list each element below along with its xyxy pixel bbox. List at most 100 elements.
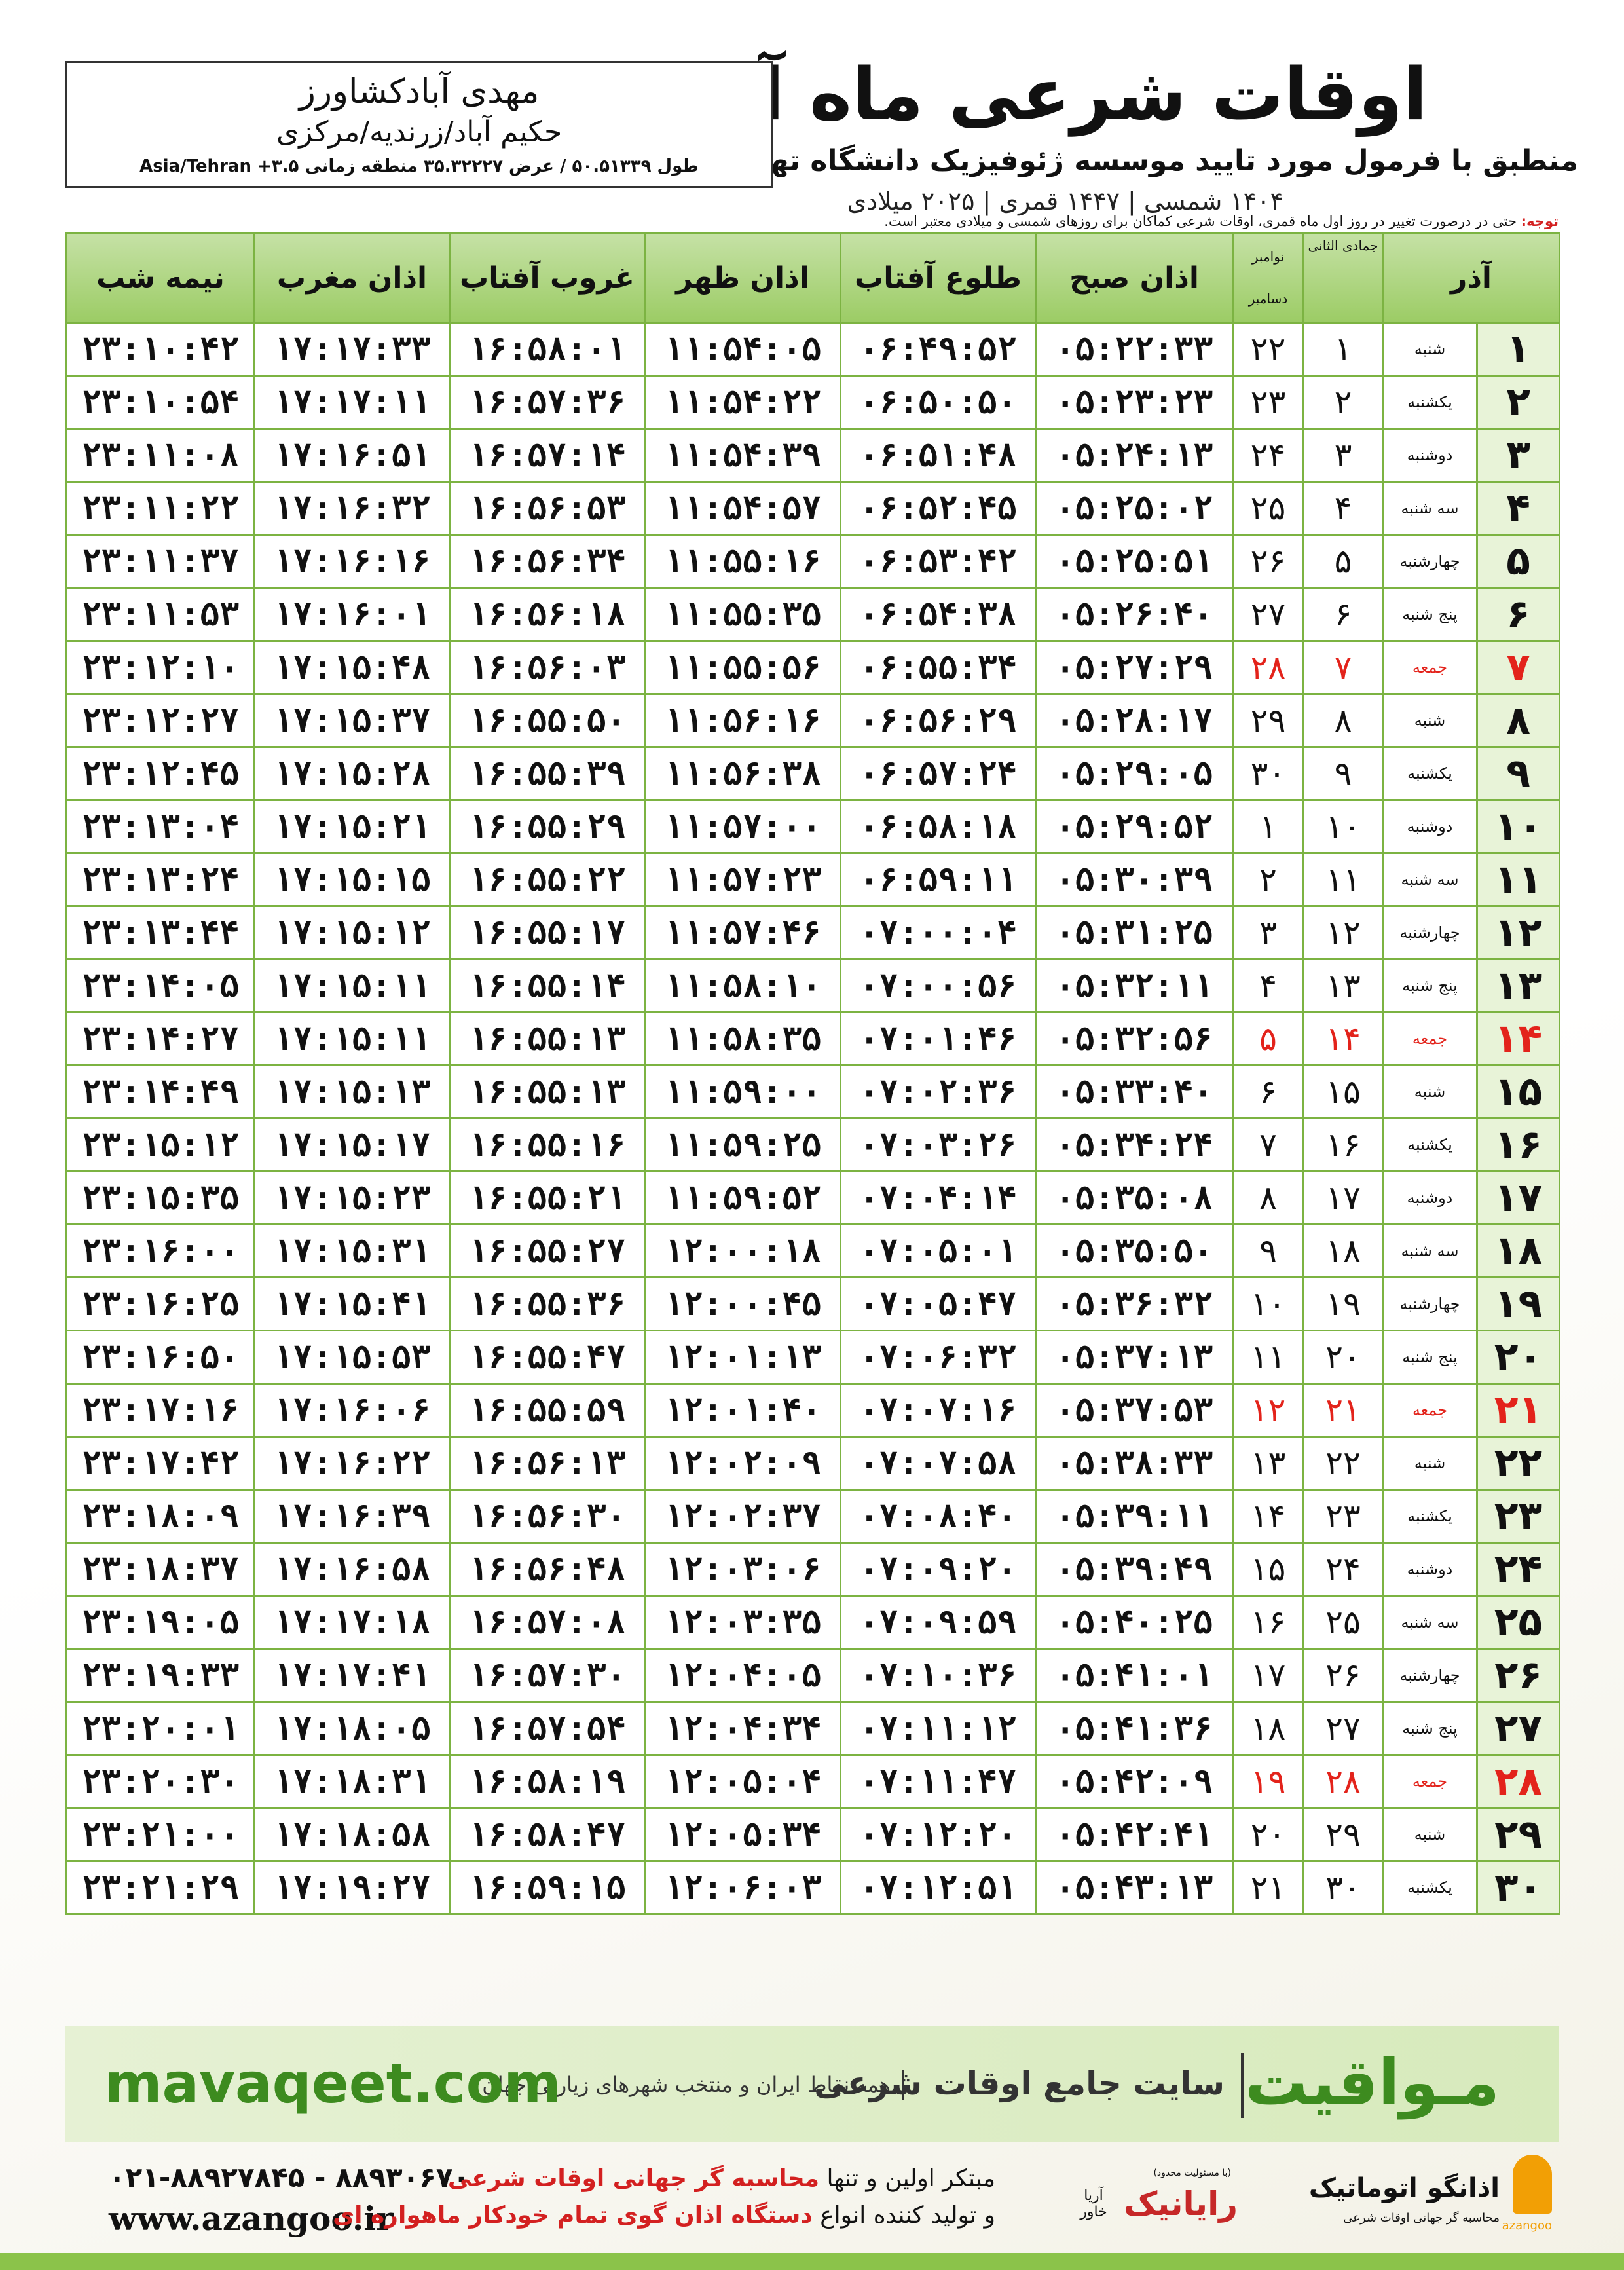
table-cell: ۱۶:۵۵:۳۶ [449, 1276, 646, 1331]
table-cell: پنج شنبه [1382, 1701, 1478, 1756]
table-cell: ۱۷:۱۵:۱۵ [253, 852, 451, 907]
table-cell: ۲۶ [1232, 534, 1304, 589]
table-cell: یکشنبه [1382, 375, 1478, 430]
table-cell: ۲۹ [1302, 1807, 1384, 1862]
table-cell: ۱۳ [1476, 958, 1560, 1013]
table-cell: ۱۷:۱۶:۵۱ [253, 428, 451, 483]
logo-note: (با مسئولیت محدود) [1153, 2168, 1231, 2178]
table-cell: ۱۶:۵۸:۱۹ [449, 1754, 646, 1809]
table-cell: ۱۶:۵۵:۳۹ [449, 746, 646, 801]
table-cell: پنج شنبه [1382, 587, 1478, 642]
table-cell: ۱۵ [1232, 1542, 1304, 1597]
table-cell: ۲۳:۱۲:۲۷ [65, 693, 255, 748]
table-cell: ۶ [1302, 587, 1384, 642]
table-cell: جمعه [1382, 1383, 1478, 1438]
table-cell: ۲۳:۱۱:۲۲ [65, 481, 255, 536]
location-box: مهدی آبادکشاورز حکیم آباد/زرندیه/مرکزی ط… [65, 61, 773, 188]
table-cell: ۱۵ [1302, 1064, 1384, 1119]
table-cell: ۱۲:۰۱:۱۳ [644, 1330, 841, 1385]
table-cell: ۱۱:۵۸:۱۰ [644, 958, 841, 1013]
table-cell: ۲ [1476, 375, 1560, 430]
table-cell: ۰۵:۳۸:۳۳ [1035, 1436, 1234, 1491]
table-cell: ۱۲ [1302, 905, 1384, 960]
table-cell: ۱۲:۰۲:۰۹ [644, 1436, 841, 1491]
table-row: ۱۶ یکشنبه ۱۶ ۷ ۰۵:۳۴:۲۴ ۰۷:۰۳:۲۶ ۱۱:۵۹:۲۵ ۱۶:۵۵… [65, 1117, 1560, 1172]
column-header: طلوع آفتاب [840, 232, 1037, 324]
table-cell: ۱۱:۵۵:۵۶ [644, 640, 841, 695]
table-cell: ۱۲:۰۲:۳۷ [644, 1489, 841, 1544]
banner: مـواقیت سایت جامع اوقات شرعی همه نقاط ای… [65, 2026, 1559, 2142]
table-cell: ۱۶:۵۶:۴۸ [449, 1542, 646, 1597]
table-cell: ۰۵:۴۳:۱۳ [1035, 1860, 1234, 1915]
table-cell: ۰۷:۰۹:۲۰ [840, 1542, 1037, 1597]
table-cell: ۱۷:۱۵:۲۱ [253, 799, 451, 854]
table-cell: ۱۶ [1476, 1117, 1560, 1172]
table-row: ۱۱ سه شنبه ۱۱ ۲ ۰۵:۳۰:۳۹ ۰۶:۵۹:۱۱ ۱۱:۵۷:۲۳ ۱۶:۵… [65, 852, 1560, 907]
table-cell: ۰۵:۳۶:۳۲ [1035, 1276, 1234, 1331]
table-cell: ۲۶ [1476, 1648, 1560, 1703]
table-cell: ۱۷:۱۵:۴۸ [253, 640, 451, 695]
table-cell: ۴ [1476, 481, 1560, 536]
separator [902, 2070, 904, 2100]
table-cell: ۲۳:۱۶:۰۰ [65, 1223, 255, 1278]
table-cell: ۱۶:۵۸:۰۱ [449, 322, 646, 377]
table-cell: ۳۰ [1302, 1860, 1384, 1915]
table-cell: ۲۰ [1302, 1330, 1384, 1385]
table-cell: ۱۶:۵۶:۰۳ [449, 640, 646, 695]
table-cell: ۱۱:۵۸:۳۵ [644, 1011, 841, 1066]
table-cell: ۱۶:۵۷:۳۶ [449, 375, 646, 430]
table-row: ۲۹ شنبه ۲۹ ۲۰ ۰۵:۴۲:۴۱ ۰۷:۱۲:۲۰ ۱۲:۰۵:۳۴ ۱۶:۵۸:… [65, 1807, 1560, 1862]
table-cell: ۲۷ [1302, 1701, 1384, 1756]
table-row: ۲۱ جمعه ۲۱ ۱۲ ۰۵:۳۷:۵۳ ۰۷:۰۷:۱۶ ۱۲:۰۱:۴۰ ۱۶:۵۵:… [65, 1383, 1560, 1438]
table-cell: ۹ [1476, 746, 1560, 801]
table-cell: ۳ [1302, 428, 1384, 483]
table-cell: ۲۰ [1476, 1330, 1560, 1385]
table-cell: یکشنبه [1382, 1489, 1478, 1544]
table-cell: ۲۳:۱۰:۵۴ [65, 375, 255, 430]
table-cell: ۰۷:۱۱:۴۷ [840, 1754, 1037, 1809]
table-row: ۱۳ پنج شنبه ۱۳ ۴ ۰۵:۳۲:۱۱ ۰۷:۰۰:۵۶ ۱۱:۵۸:۱۰ ۱۶:… [65, 958, 1560, 1013]
greg-month: دسامبر [1248, 291, 1288, 307]
table-cell: ۱ [1476, 322, 1560, 377]
table-cell: ۱ [1232, 799, 1304, 854]
table-cell: ۲۴ [1232, 428, 1304, 483]
table-cell: ۲۱ [1476, 1383, 1560, 1438]
table-cell: ۲۳:۱۸:۰۹ [65, 1489, 255, 1544]
table-cell: ۱۷:۱۶:۲۲ [253, 1436, 451, 1491]
table-cell: ۱۱:۵۶:۱۶ [644, 693, 841, 748]
table-cell: ۱۷:۱۵:۳۱ [253, 1223, 451, 1278]
table-cell: ۱۱:۵۷:۰۰ [644, 799, 841, 854]
table-cell: شنبه [1382, 693, 1478, 748]
table-cell: ۱۷ [1476, 1170, 1560, 1225]
table-cell: ۱۲:۰۶:۰۳ [644, 1860, 841, 1915]
table-cell: ۱۱ [1232, 1330, 1304, 1385]
table-cell: ۰۷:۰۲:۳۶ [840, 1064, 1037, 1119]
table-cell: ۷ [1232, 1117, 1304, 1172]
table-cell: ۱۶:۵۷:۰۸ [449, 1595, 646, 1650]
table-cell: ۱۷:۱۵:۱۲ [253, 905, 451, 960]
table-cell: ۰۶:۵۶:۲۹ [840, 693, 1037, 748]
table-cell: ۲۳ [1232, 375, 1304, 430]
table-row: ۳ دوشنبه ۳ ۲۴ ۰۵:۲۴:۱۳ ۰۶:۵۱:۴۸ ۱۱:۵۴:۳۹ ۱۶:۵۷:… [65, 428, 1560, 483]
month-header: آذر [1382, 232, 1560, 324]
table-row: ۳۰ یکشنبه ۳۰ ۲۱ ۰۵:۴۳:۱۳ ۰۷:۱۲:۵۱ ۱۲:۰۶:۰۳ ۱۶:۵… [65, 1860, 1560, 1915]
table-cell: سه شنبه [1382, 1223, 1478, 1278]
table-cell: ۰۷:۱۰:۳۶ [840, 1648, 1037, 1703]
table-cell: ۱۱:۵۹:۰۰ [644, 1064, 841, 1119]
table-cell: ۶ [1232, 1064, 1304, 1119]
table-cell: ۰۵:۲۹:۵۲ [1035, 799, 1234, 854]
table-cell: ۱۷:۱۵:۱۱ [253, 1011, 451, 1066]
note: توجه: حتی در درصورت تغییر در روز اول ماه… [884, 214, 1559, 229]
table-cell: ۰۷:۰۰:۰۴ [840, 905, 1037, 960]
title: اوقات شرعی ماه آذر [681, 52, 1428, 136]
footer-line2: و تولید کننده انواع دستگاه اذان گوی تمام… [333, 2202, 995, 2229]
table-row: ۲۲ شنبه ۲۲ ۱۳ ۰۵:۳۸:۳۳ ۰۷:۰۷:۵۸ ۱۲:۰۲:۰۹ ۱۶:۵۶:… [65, 1436, 1560, 1491]
table-cell: ۱۱:۵۷:۲۳ [644, 852, 841, 907]
table-cell: ۰۶:۵۴:۳۸ [840, 587, 1037, 642]
greg-month: نوامبر [1251, 249, 1285, 265]
table-cell: ۲۷ [1232, 587, 1304, 642]
table-cell: ۱۲:۰۳:۳۵ [644, 1595, 841, 1650]
table-cell: ۱۶:۵۵:۲۹ [449, 799, 646, 854]
table-row: ۲۰ پنج شنبه ۲۰ ۱۱ ۰۵:۳۷:۱۳ ۰۷:۰۶:۳۲ ۱۲:۰۱:۱۳ ۱۶… [65, 1330, 1560, 1385]
footer-line1: مبتکر اولین و تنها محاسبه گر جهانی اوقات… [448, 2165, 995, 2192]
